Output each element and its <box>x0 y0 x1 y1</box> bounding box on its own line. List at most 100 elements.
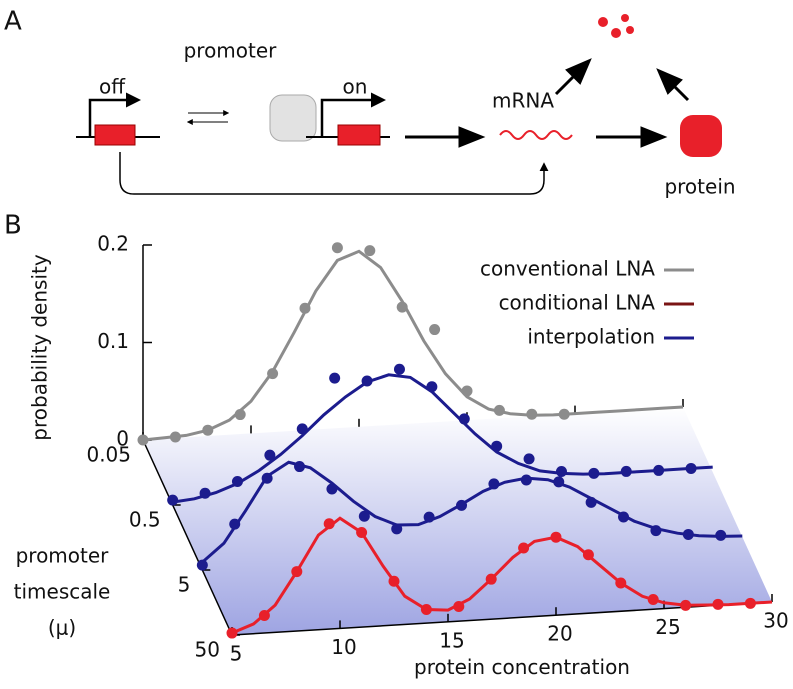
gene <box>94 124 136 146</box>
off-label: off <box>99 75 126 99</box>
z-tick-label: 0.05 <box>86 443 131 467</box>
y-tick-label: 0.1 <box>97 329 129 353</box>
tss-arrow <box>88 92 141 137</box>
data-point <box>553 476 565 488</box>
degraded <box>626 26 634 34</box>
data-point <box>493 404 505 416</box>
degraded <box>611 28 621 38</box>
data-point <box>429 324 441 336</box>
data-point <box>712 598 724 610</box>
y-axis-label: probability density <box>28 254 52 441</box>
data-point <box>196 559 208 571</box>
data-point <box>420 603 432 615</box>
z-axis <box>142 439 233 636</box>
data-point <box>291 566 303 578</box>
data-point <box>202 424 214 436</box>
x-tick-label: 10 <box>331 635 356 659</box>
data-point <box>518 542 530 554</box>
data-point <box>267 368 279 380</box>
on-label: on <box>343 75 368 99</box>
model-curve <box>142 249 684 442</box>
data-point <box>485 573 497 585</box>
data-point <box>199 487 211 499</box>
data-point <box>326 483 338 495</box>
data-point <box>294 461 306 473</box>
data-point <box>423 511 435 523</box>
panel-label: A <box>4 7 22 37</box>
feedback-arrow <box>119 152 549 195</box>
x-tick-label: 5 <box>230 642 243 666</box>
degraded <box>598 17 608 27</box>
arrow <box>656 68 690 102</box>
z-tick-label: 50 <box>195 638 220 662</box>
data-point <box>229 518 241 530</box>
mrna-label: mRNA <box>492 89 554 113</box>
data-point <box>364 245 376 257</box>
data-point <box>358 510 370 522</box>
z-axis-label: promoter <box>16 544 110 568</box>
z-tick-label: 0.5 <box>129 508 161 532</box>
data-point <box>261 472 273 484</box>
data-point <box>323 518 335 530</box>
tss-arrow <box>320 92 386 137</box>
mrna <box>499 130 573 140</box>
data-point <box>329 372 341 384</box>
data-point <box>715 529 727 541</box>
data-point <box>520 474 532 486</box>
data-point <box>488 478 500 490</box>
data-point <box>458 413 470 425</box>
data-point <box>231 476 243 488</box>
data-point <box>550 531 562 543</box>
promoter-label: promoter <box>184 39 278 63</box>
data-point <box>682 528 694 540</box>
protein <box>680 115 722 157</box>
data-point <box>169 431 181 443</box>
legend-label: interpolation <box>527 325 655 349</box>
data-point <box>453 601 465 613</box>
data-point <box>167 494 179 506</box>
data-point <box>680 599 692 611</box>
plot: 0 0.1 0.2 5 10 15 20 25 30 0.05 0.5 5 50 protein conc… <box>14 232 789 680</box>
data-point <box>426 381 438 393</box>
data-point <box>491 440 503 452</box>
data-point <box>585 496 597 508</box>
x-tick-label: 20 <box>547 622 572 646</box>
gene <box>337 124 381 146</box>
data-point <box>137 434 149 446</box>
x-tick-label: 25 <box>655 615 680 639</box>
data-point <box>647 594 659 606</box>
x-tick-label: 30 <box>763 609 788 633</box>
data-point <box>388 575 400 587</box>
x-axis-label: protein concentration <box>414 655 630 679</box>
panel-label: B <box>4 211 22 241</box>
data-point <box>391 523 403 535</box>
x-tick-label: 15 <box>439 628 464 652</box>
data-point <box>264 449 276 461</box>
data-point <box>588 467 600 479</box>
data-point <box>558 408 570 420</box>
repressor <box>269 94 317 142</box>
data-point <box>526 408 538 420</box>
data-point <box>258 609 270 621</box>
data-point <box>582 549 594 561</box>
data-point <box>523 453 535 465</box>
data-point <box>618 511 630 523</box>
arrow <box>554 58 592 96</box>
z-tick-label: 5 <box>178 573 191 597</box>
data-point <box>461 385 473 397</box>
data-point <box>331 242 343 254</box>
legend-label: conventional LNA <box>480 257 655 281</box>
legend-label: conditional LNA <box>499 291 656 315</box>
data-point <box>555 465 567 477</box>
data-point <box>456 499 468 511</box>
data-point <box>356 527 368 539</box>
data-point <box>299 302 311 314</box>
data-point <box>396 301 408 313</box>
degraded <box>621 14 629 22</box>
data-point <box>361 375 373 387</box>
panel-a: A promoter off on mRNA protein <box>4 7 736 199</box>
data-point <box>393 363 405 375</box>
data-point <box>296 423 308 435</box>
data-point <box>615 577 627 589</box>
